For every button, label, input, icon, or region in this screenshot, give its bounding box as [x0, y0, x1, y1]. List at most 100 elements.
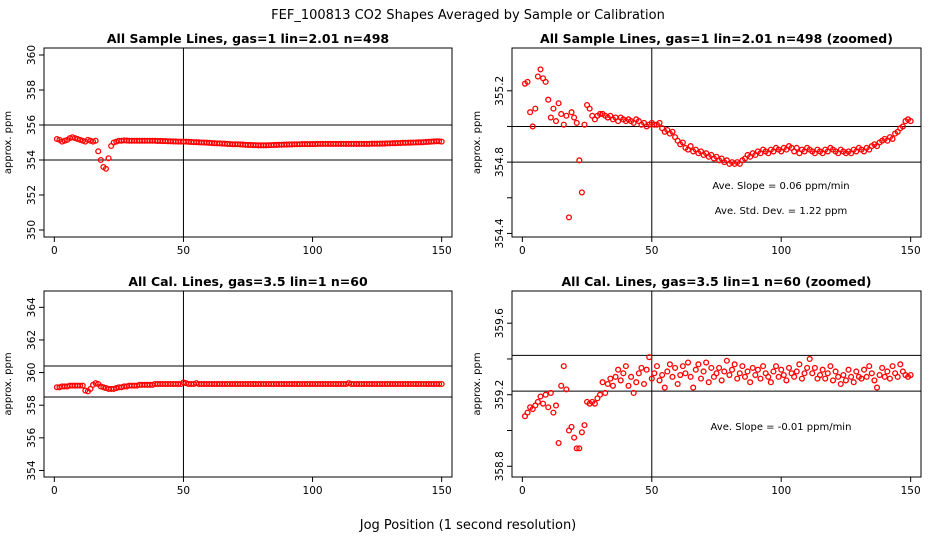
data-point	[687, 373, 694, 380]
data-point	[573, 119, 580, 126]
data-point	[77, 382, 84, 389]
y-axis-label: approx. ppm	[3, 352, 14, 415]
data-point	[578, 429, 585, 436]
data-point	[625, 382, 632, 389]
data-point	[547, 389, 554, 396]
data-point	[92, 137, 99, 144]
data-point	[542, 391, 549, 398]
data-point	[832, 368, 839, 375]
data-point	[848, 373, 855, 380]
data-point	[682, 370, 689, 377]
data-point	[529, 123, 536, 130]
chart-panel-1: All Sample Lines, gas=1 lin=2.01 n=498 0 5…	[3, 31, 453, 257]
y-axis-label: approx. ppm	[472, 352, 483, 415]
panel-title: All Sample Lines, gas=1 lin=2.01 n=498	[107, 31, 389, 46]
data-point	[754, 366, 761, 373]
x-tick-label: 150	[901, 245, 921, 257]
data-point	[744, 368, 751, 375]
data-point	[760, 363, 767, 370]
data-point	[780, 372, 787, 379]
data-point	[881, 373, 888, 380]
y-tick-label: 356	[26, 115, 38, 135]
data-point	[871, 377, 878, 384]
data-point	[438, 138, 445, 145]
data-point	[436, 138, 443, 145]
data-point	[684, 359, 692, 366]
y-axis-label: approx. ppm	[3, 111, 14, 174]
data-point	[752, 372, 759, 379]
data-point	[785, 364, 793, 371]
y-tick-label: 354	[26, 460, 38, 480]
data-point	[907, 118, 914, 125]
data-point	[571, 434, 578, 441]
data-point	[879, 364, 886, 371]
data-point	[576, 157, 583, 164]
y-tick-label: 359.2	[494, 380, 506, 410]
x-tick-label: 50	[645, 245, 658, 257]
data-point	[438, 380, 445, 388]
data-point	[540, 400, 547, 407]
data-point	[674, 380, 681, 388]
data-point	[778, 366, 785, 373]
data-point	[672, 364, 679, 371]
data-point	[827, 363, 834, 370]
data-point	[599, 379, 606, 386]
data-point	[591, 400, 598, 407]
y-tick-label: 360	[26, 363, 38, 383]
y-axis-label: approx. ppm	[472, 111, 483, 174]
data-point	[757, 375, 764, 382]
data-point	[793, 144, 800, 151]
y-tick-label: 360	[26, 45, 38, 65]
data-point	[736, 370, 743, 377]
data-point	[542, 78, 549, 85]
data-series	[521, 354, 914, 452]
data-point	[565, 214, 572, 221]
y-tick-label: 356	[26, 428, 38, 448]
data-point	[692, 366, 699, 373]
data-point	[806, 355, 813, 363]
data-point	[866, 363, 873, 370]
data-point	[563, 112, 570, 119]
data-point	[772, 363, 780, 370]
data-point	[749, 364, 756, 371]
data-point	[560, 121, 567, 128]
data-point	[899, 123, 906, 130]
data-point	[622, 363, 629, 370]
data-point	[835, 373, 842, 380]
data-point	[550, 409, 557, 416]
data-point	[796, 361, 803, 368]
y-tick-label: 358	[26, 395, 38, 415]
data-series	[53, 134, 445, 172]
data-point	[558, 110, 565, 118]
data-point	[581, 121, 588, 128]
data-point	[728, 366, 736, 373]
y-tick-label: 352	[26, 185, 38, 205]
data-point	[666, 361, 673, 368]
data-point	[873, 384, 881, 391]
annotation-text: Ave. Slope = 0.06 ppm/min	[712, 181, 849, 192]
data-point	[612, 373, 619, 380]
data-point	[661, 384, 668, 391]
data-point	[697, 375, 705, 382]
data-point	[723, 357, 730, 364]
data-point	[845, 366, 852, 373]
chart-panel-4: All Cal. Lines, gas=3.5 lin=1 n=60 (zoom…	[472, 274, 922, 497]
data-point	[534, 398, 541, 405]
data-point	[607, 375, 614, 382]
data-point	[581, 422, 588, 429]
data-point	[816, 372, 824, 379]
data-point	[734, 375, 741, 382]
annotation-text: Ave. Slope = -0.01 ppm/min	[711, 422, 852, 433]
data-point	[809, 370, 816, 377]
data-point	[700, 368, 707, 375]
data-point	[547, 114, 554, 121]
data-point	[889, 135, 896, 142]
y-tick-label: 358	[26, 80, 38, 100]
data-point	[617, 377, 624, 384]
data-point	[721, 368, 728, 375]
data-point	[677, 372, 684, 379]
data-point	[783, 377, 790, 384]
data-point	[804, 364, 811, 371]
data-point	[524, 409, 531, 416]
data-point	[876, 372, 883, 379]
